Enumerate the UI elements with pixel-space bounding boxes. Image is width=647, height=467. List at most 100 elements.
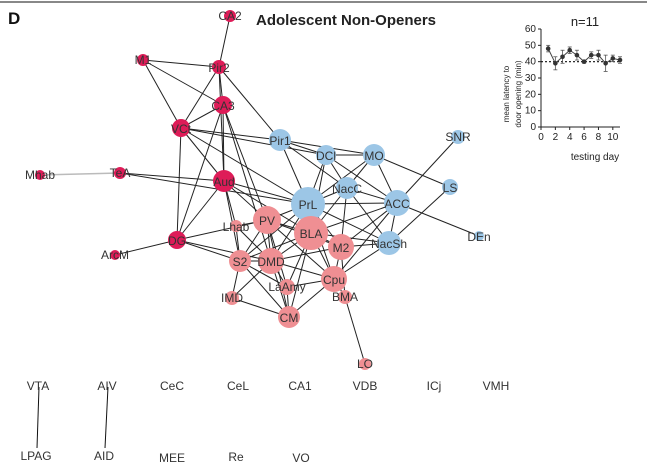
edge-vct-prl — [180, 127, 309, 205]
node-label-den: DEn — [467, 230, 490, 244]
iso-label-mee: MEE — [159, 451, 185, 465]
network-edges — [39, 15, 480, 365]
node-label-nacc: NacC — [332, 182, 362, 196]
node-label-pir1: Pir1 — [269, 134, 291, 148]
inset-ytick-label: 40 — [525, 57, 537, 68]
edge-ca3-dmd — [222, 104, 272, 262]
network-labels: CA2 M1 Pir2 CA3 VCt Mhab TeA Aud DG ArcM Pir1 DCl MO… — [25, 9, 491, 371]
node-label-ca3: CA3 — [211, 99, 235, 113]
latency-inset-chart: n=11 mean latency to door opening (min) … — [502, 14, 623, 163]
edge-ca3-aud — [222, 104, 225, 182]
edge-vct-dg — [176, 127, 182, 241]
node-lo — [359, 358, 371, 370]
inset-ytick-label: 50 — [525, 40, 537, 51]
inset-data-point — [560, 54, 565, 60]
node-label-mo: MO — [364, 149, 383, 163]
node-label-dmd: DMD — [257, 255, 285, 269]
inset-ytick-label: 60 — [525, 24, 537, 35]
node-tea — [114, 167, 126, 179]
node-label-acc: ACC — [384, 197, 410, 211]
node-acc — [384, 190, 410, 216]
inset-xlabel: testing day — [571, 152, 619, 163]
edge-dcl-acc — [325, 154, 398, 204]
edge-dg-arcm — [114, 239, 178, 256]
inset-xtick-label: 8 — [596, 132, 602, 143]
edge-ca3-dg — [176, 104, 224, 241]
iso-label-vmh: VMH — [483, 379, 510, 393]
inset-ytick-label: 10 — [525, 106, 537, 117]
node-imd — [225, 291, 239, 305]
iso-label-aid: AID — [94, 449, 114, 463]
iso-label-re: Re — [228, 450, 244, 464]
inset-ytick-label: 0 — [530, 122, 536, 133]
iso-label-vo: VO — [292, 451, 309, 465]
node-label-lo: LO — [357, 357, 373, 371]
node-label-dg: DG — [168, 234, 186, 248]
isolated-nodes: VTA AIV CeC CeL CA1 VDB ICj VMH LPAG AID MEE Re VO — [20, 379, 509, 465]
edge-vct-aud — [180, 127, 225, 182]
node-ca3 — [214, 96, 232, 114]
edge-dg-dmd — [176, 239, 272, 262]
edge-snr-acc — [396, 136, 459, 204]
node-label-laamy: LaAmy — [268, 280, 305, 294]
node-prl — [291, 187, 325, 221]
graph-title: Adolescent Non-Openers — [256, 12, 436, 29]
node-label-ca2: CA2 — [218, 9, 242, 23]
iso-label-cel: CeL — [227, 379, 249, 393]
edge-pir2-pir1 — [218, 66, 281, 141]
node-dcl — [316, 145, 336, 165]
iso-label-ca1: CA1 — [288, 379, 312, 393]
node-vct — [172, 119, 190, 137]
panel-label: D — [8, 9, 20, 28]
inset-ytick-label: 30 — [525, 73, 537, 84]
network-nodes — [35, 10, 484, 370]
inset-data-point — [596, 52, 601, 58]
node-lhab — [230, 220, 242, 232]
node-label-cm: CM — [280, 311, 299, 325]
node-aud — [213, 170, 235, 192]
iso-label-vta: VTA — [27, 379, 49, 393]
node-bma — [338, 290, 352, 304]
iso-edge-aiv-aid — [104, 386, 109, 449]
node-label-aud: Aud — [213, 175, 234, 189]
node-label-pv: PV — [259, 214, 275, 228]
edge-pir2-aud — [218, 66, 225, 182]
node-label-ls: LS — [443, 181, 458, 195]
edge-tea-aud — [119, 172, 225, 182]
edge-vct-pir1 — [180, 127, 281, 141]
edge-aud-dg — [176, 180, 225, 241]
node-label-m1: M1 — [135, 53, 152, 67]
inset-data-point — [581, 59, 587, 64]
node-label-vct: VCt — [171, 122, 192, 136]
node-label-m2: M2 — [333, 241, 350, 255]
inset-xtick-label: 4 — [567, 132, 573, 143]
node-label-pir2: Pir2 — [208, 61, 230, 75]
edge-mo-ls — [373, 154, 451, 188]
node-laamy — [279, 279, 295, 295]
node-nacsh — [377, 231, 401, 255]
inset-ylabel-line2: door opening (min) — [514, 60, 523, 127]
node-den — [474, 231, 484, 241]
node-m2 — [328, 234, 354, 260]
inset-ylabel-line1: mean latency to — [502, 65, 511, 122]
iso-label-aiv: AIV — [97, 379, 116, 393]
node-snr — [451, 130, 465, 144]
node-label-mhab: Mhab — [25, 168, 55, 182]
inset-data-point — [574, 52, 580, 58]
node-ls — [442, 179, 458, 195]
edge-ls-nacsh — [388, 186, 451, 244]
node-bla — [294, 216, 328, 250]
edge-pir2-vct — [180, 66, 220, 129]
edge-vct-dcl — [180, 127, 327, 156]
node-label-dcl: DCl — [316, 149, 336, 163]
node-dg — [168, 231, 186, 249]
node-pv — [253, 206, 281, 234]
inset-xtick-label: 2 — [553, 132, 559, 143]
inset-n-label: n=11 — [571, 14, 599, 29]
edge-m1-vct — [142, 59, 182, 129]
node-label-arcm: ArcM — [101, 248, 129, 262]
inset-data-point — [603, 61, 608, 66]
iso-label-lpag: LPAG — [20, 449, 51, 463]
